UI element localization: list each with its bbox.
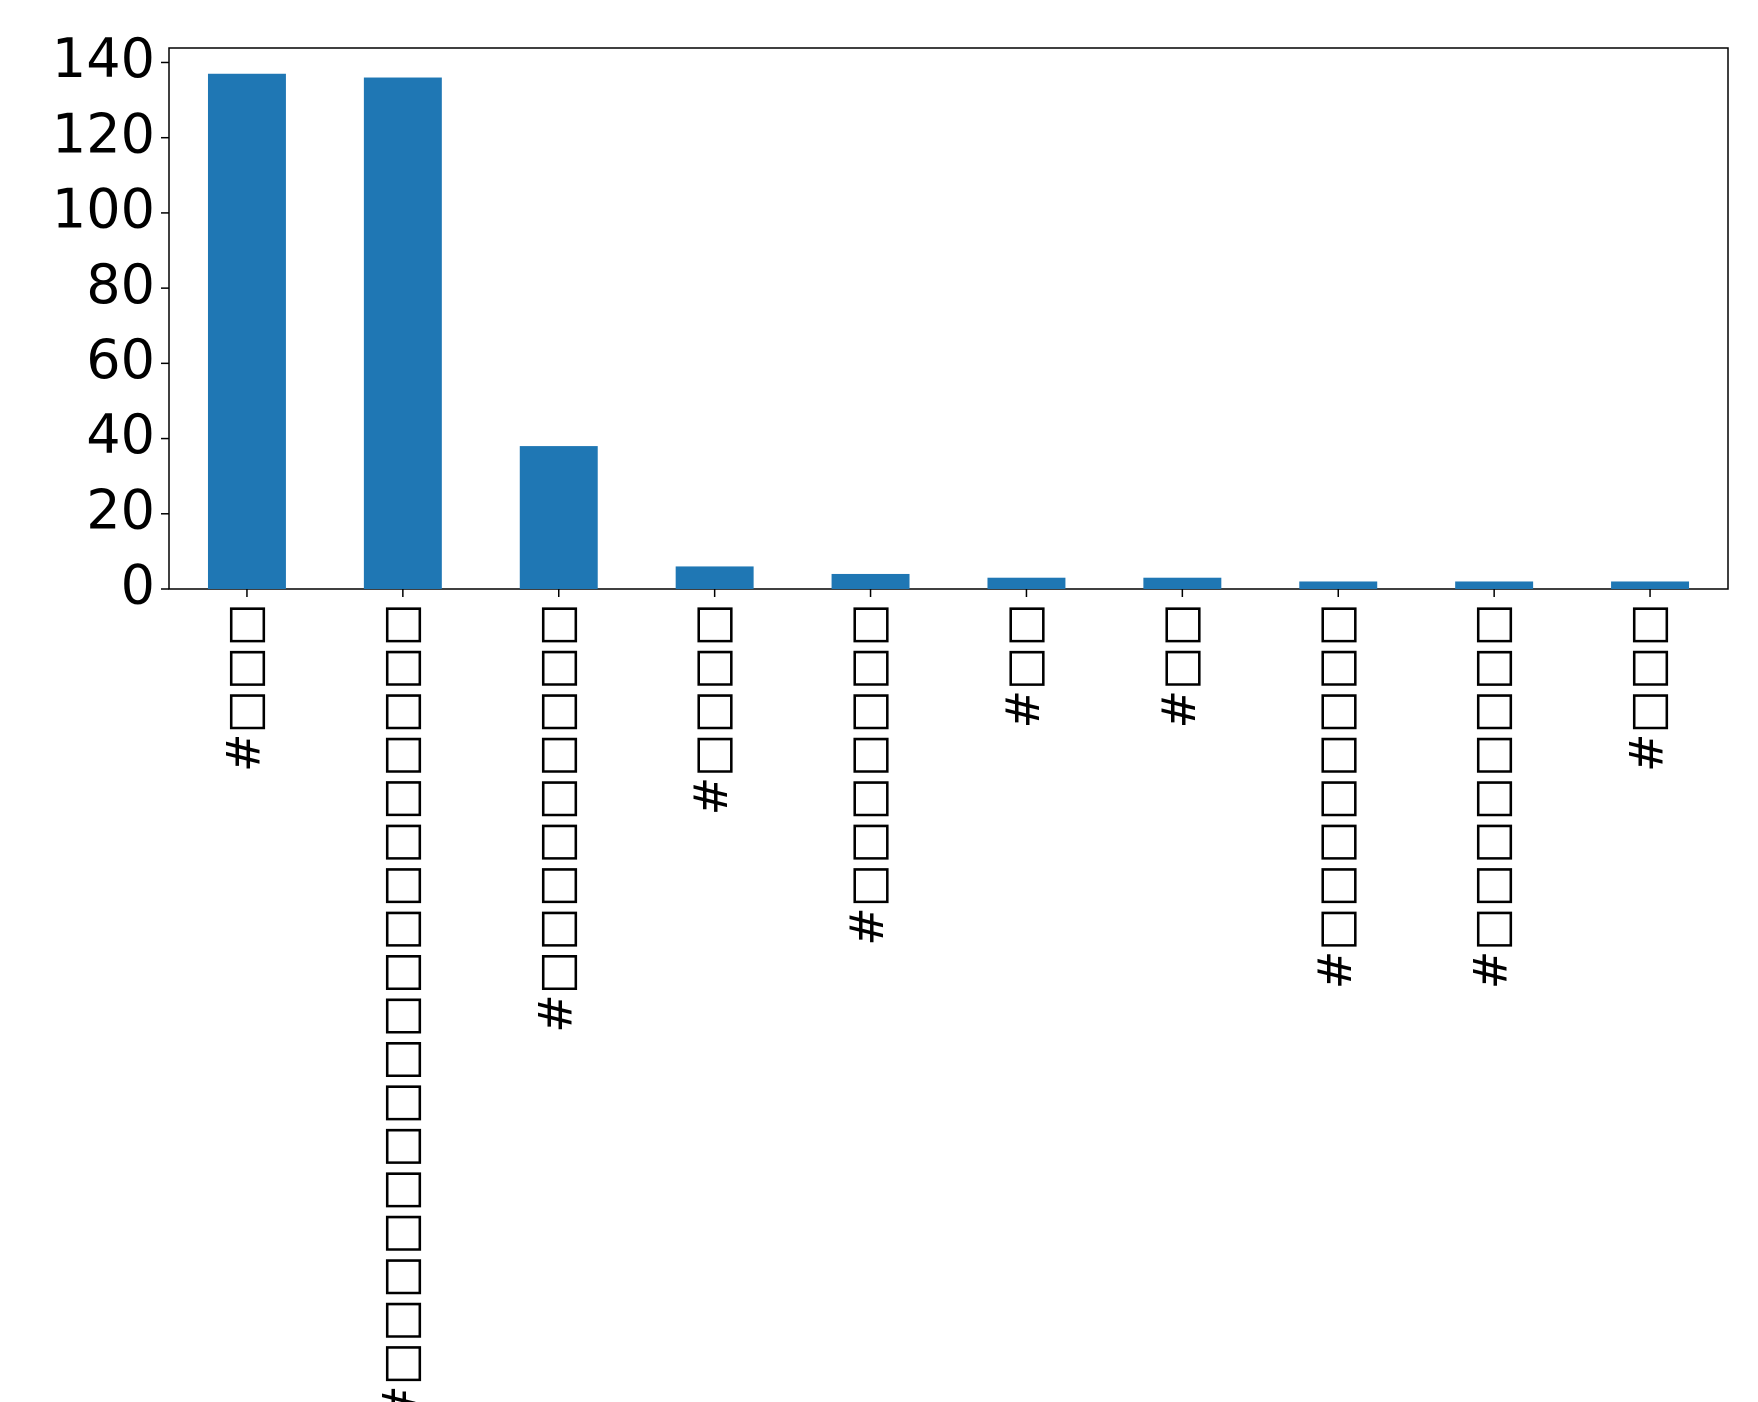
y-tick-label: 20 <box>86 478 155 541</box>
x-tick-label: #□□ <box>996 603 1050 728</box>
x-tick-label: #□□□□ <box>684 603 738 815</box>
x-tick-label: #□□□ <box>1620 603 1674 772</box>
y-tick-label: 0 <box>121 554 155 617</box>
bar <box>1611 581 1690 589</box>
y-tick-label: 80 <box>86 253 155 316</box>
x-tick-label: #□□□ <box>216 603 270 772</box>
y-tick-label: 40 <box>86 403 155 466</box>
bar <box>519 446 598 589</box>
bar <box>207 73 286 589</box>
bar <box>1143 577 1222 589</box>
bar <box>987 577 1066 589</box>
x-tick-label: #□□□□□□□□□□□□□□□□□□ <box>372 603 426 1402</box>
y-tick-label: 140 <box>52 27 155 90</box>
bar <box>1299 581 1378 589</box>
x-tick-label: #□□□□□□□□ <box>1308 603 1362 989</box>
y-tick-label: 60 <box>86 328 155 391</box>
y-tick-label: 100 <box>52 178 155 241</box>
bar <box>675 566 754 589</box>
x-tick-label: #□□ <box>1152 603 1206 728</box>
x-tick-label: #□□□□□□□ <box>840 603 894 946</box>
bar <box>831 573 910 589</box>
bar <box>1455 581 1534 589</box>
x-tick-label: #□□□□□□□□□ <box>528 603 582 1033</box>
y-tick-label: 120 <box>52 102 155 165</box>
x-tick-label: #□□□□□□□□ <box>1464 603 1518 989</box>
bar <box>363 77 442 589</box>
axes-frame <box>168 47 1729 590</box>
